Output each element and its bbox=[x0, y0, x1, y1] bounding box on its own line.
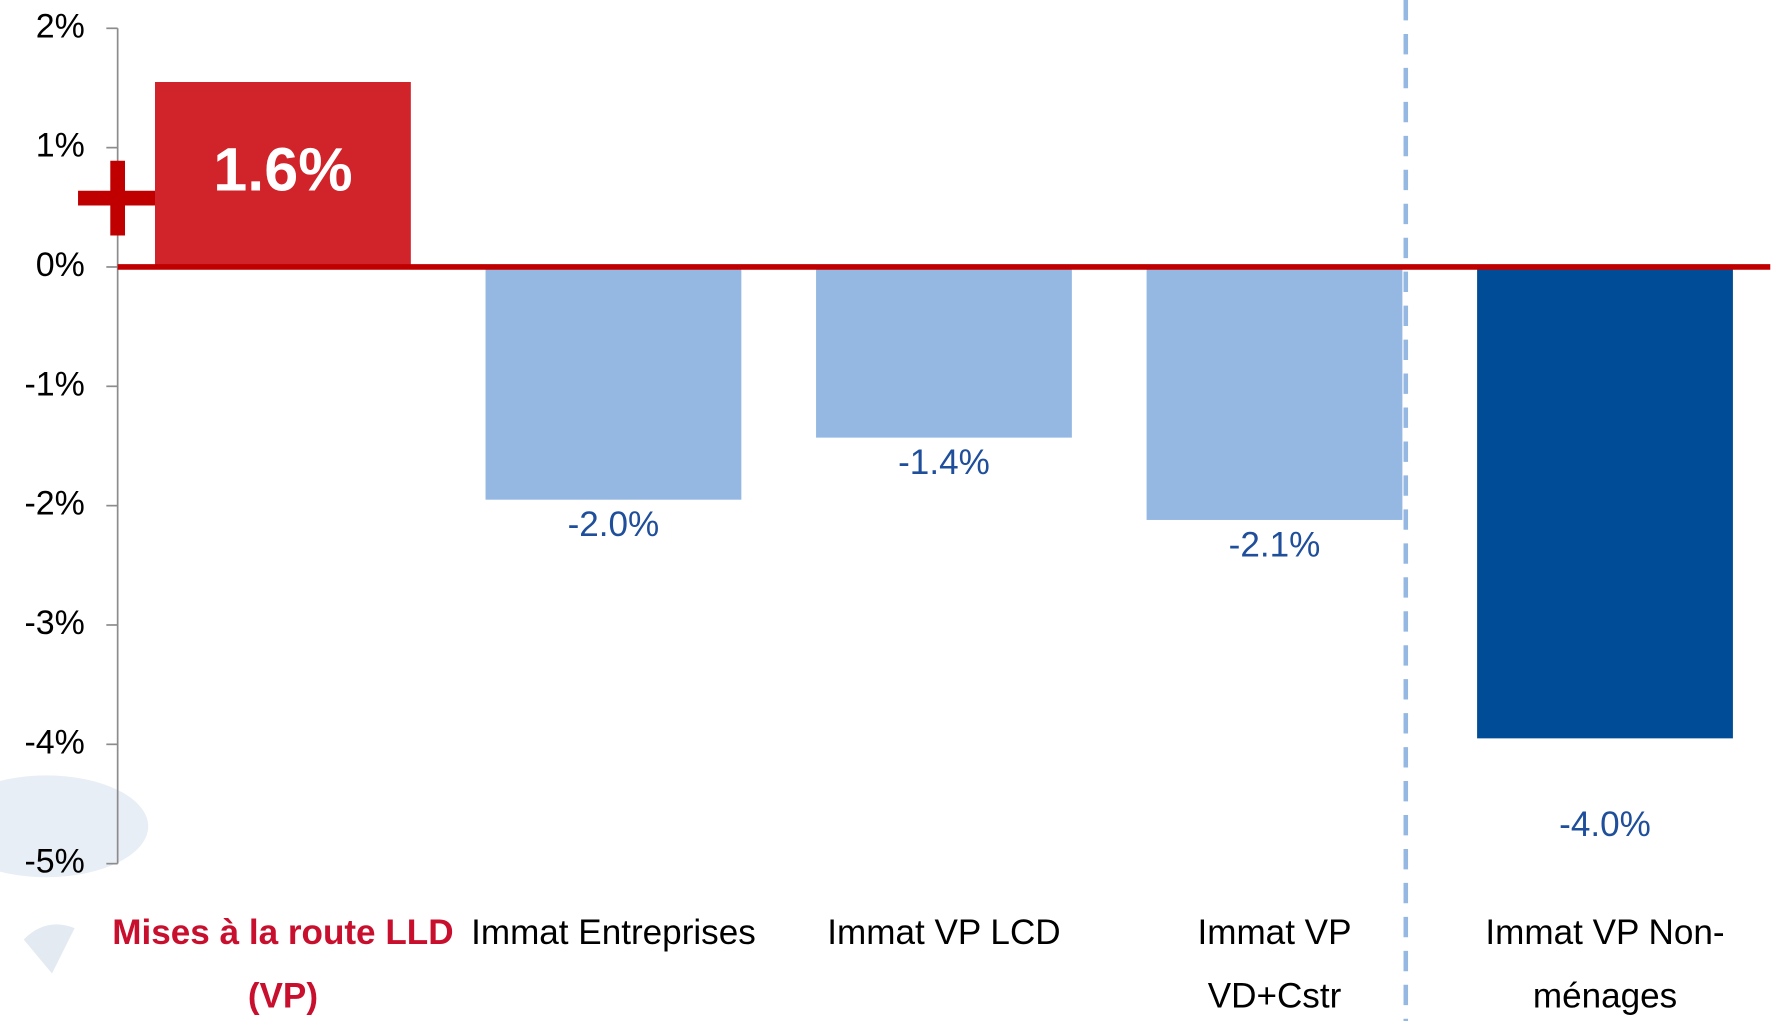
x-label-box: Immat VP VD+Cstr bbox=[1127, 901, 1421, 1021]
y-tick-label: -1% bbox=[24, 365, 84, 403]
x-tick-label: Immat VP VD+Cstr bbox=[1127, 901, 1421, 1021]
bar bbox=[486, 267, 742, 500]
value-label: -1.4% bbox=[898, 443, 990, 482]
chart: 2% 1% 0% -1% -2% -3% -4% -5% 1.6% Mises à la rout… bbox=[0, 0, 1777, 1021]
y-tick-label: 1% bbox=[36, 127, 85, 165]
x-label-box: Immat VP LCD bbox=[797, 901, 1091, 1021]
bar bbox=[1477, 267, 1733, 738]
value-label: -2.1% bbox=[1229, 525, 1321, 564]
bar bbox=[1147, 267, 1403, 520]
x-label-box: Immat Entreprises bbox=[466, 901, 760, 1021]
y-tick-label: 0% bbox=[36, 246, 85, 284]
watermark bbox=[24, 924, 75, 973]
y-tick-label: -2% bbox=[24, 485, 84, 523]
x-tick-label: Mises à la route LLD (VP) bbox=[102, 901, 464, 1021]
plus-icon bbox=[78, 161, 155, 236]
x-label-box: Immat VP Non-ménages bbox=[1458, 901, 1752, 1021]
x-tick-label: Immat Entreprises bbox=[466, 901, 760, 964]
value-label: -2.0% bbox=[568, 505, 660, 544]
bar bbox=[816, 267, 1072, 438]
x-tick-label: Immat VP Non-ménages bbox=[1458, 901, 1752, 1021]
x-tick-label: Immat VP LCD bbox=[797, 901, 1091, 964]
y-tick-label: -3% bbox=[24, 604, 84, 642]
value-label: 1.6% bbox=[213, 136, 352, 204]
value-label: -4.0% bbox=[1559, 805, 1651, 844]
y-tick-label: 2% bbox=[36, 7, 85, 45]
y-tick-label: -5% bbox=[24, 843, 84, 881]
x-label-box: Mises à la route LLD (VP) bbox=[102, 901, 464, 1021]
y-tick-label: -4% bbox=[24, 723, 84, 761]
